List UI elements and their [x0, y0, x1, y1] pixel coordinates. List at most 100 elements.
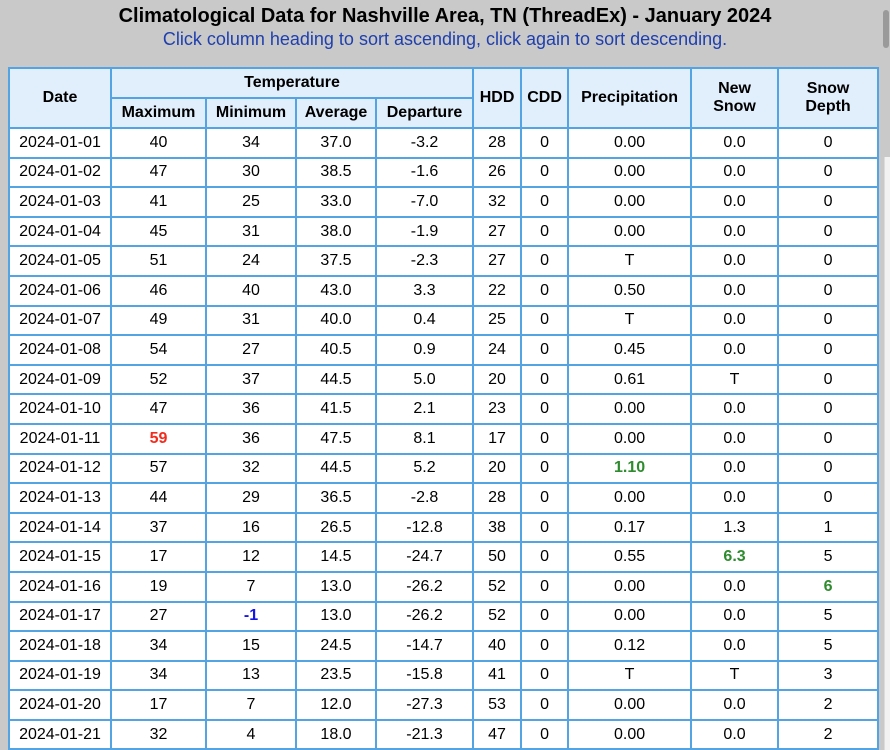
- value-cell: 0.0: [690, 630, 780, 662]
- table-row: 2024-01-04 45 31 38.0 -1.9 27 0 0.00 0.0 0: [8, 215, 880, 248]
- date-cell: 2024-01-15: [8, 541, 112, 573]
- table-row: 2024-01-21 32 4 18.0 -21.3 47 0 0.00 0.0 2: [8, 718, 880, 750]
- table-row: 2024-01-05 51 24 37.5 -2.3 27 0 T 0.0 0: [8, 245, 880, 277]
- value-cell: 6.3: [690, 541, 780, 573]
- value-cell: 0: [777, 334, 880, 366]
- value-cell: 0.00: [567, 482, 693, 514]
- value-cell: 0.4: [374, 304, 475, 337]
- value-cell: 52: [110, 363, 207, 396]
- value-cell: 0: [777, 452, 880, 485]
- value-cell: 20: [472, 363, 523, 396]
- value-cell: 44.5: [295, 452, 377, 485]
- value-cell: 0.0: [690, 274, 780, 307]
- value-cell: 0.61: [567, 363, 693, 396]
- value-cell: 0.0: [690, 570, 780, 603]
- value-cell: -2.8: [374, 482, 475, 514]
- value-cell: 0.12: [567, 630, 693, 662]
- value-cell: 34: [110, 659, 207, 692]
- table-row: 2024-01-10 47 36 41.5 2.1 23 0 0.00 0.0 0: [8, 393, 880, 425]
- value-cell: 27: [110, 600, 207, 633]
- value-cell: 0: [520, 718, 570, 750]
- value-cell: 0: [520, 156, 570, 189]
- value-cell: 6: [777, 570, 880, 603]
- column-header-departure[interactable]: Departure: [374, 97, 475, 129]
- column-header-average[interactable]: Average: [295, 97, 377, 129]
- value-cell: 0: [520, 511, 570, 544]
- date-cell: 2024-01-11: [8, 422, 112, 455]
- value-cell: 25: [205, 186, 297, 218]
- value-cell: 37: [205, 363, 297, 396]
- value-cell: 0: [520, 689, 570, 721]
- value-cell: 0: [777, 304, 880, 337]
- value-cell: 13.0: [295, 570, 377, 603]
- value-cell: 0.00: [567, 393, 693, 425]
- value-cell: 0: [520, 422, 570, 455]
- value-cell: 36: [205, 422, 297, 455]
- value-cell: -1: [205, 600, 297, 633]
- value-cell: 2.1: [374, 393, 475, 425]
- table-row: 2024-01-20 17 7 12.0 -27.3 53 0 0.00 0.0 2: [8, 689, 880, 721]
- value-cell: 38: [472, 511, 523, 544]
- value-cell: 0.55: [567, 541, 693, 573]
- value-cell: 0.0: [690, 452, 780, 485]
- value-cell: 0.0: [690, 186, 780, 218]
- value-cell: 52: [472, 570, 523, 603]
- column-header-maximum[interactable]: Maximum: [110, 97, 207, 129]
- value-cell: 27: [472, 215, 523, 248]
- value-cell: 28: [472, 482, 523, 514]
- date-cell: 2024-01-13: [8, 482, 112, 514]
- value-cell: 26.5: [295, 511, 377, 544]
- column-header-precipitation[interactable]: Precipitation: [567, 67, 693, 129]
- date-cell: 2024-01-01: [8, 127, 112, 159]
- value-cell: 0: [520, 659, 570, 692]
- value-cell: 0: [520, 334, 570, 366]
- value-cell: 51: [110, 245, 207, 277]
- value-cell: 34: [205, 127, 297, 159]
- value-cell: T: [690, 659, 780, 692]
- value-cell: -21.3: [374, 718, 475, 750]
- value-cell: 0.00: [567, 156, 693, 189]
- value-cell: 33.0: [295, 186, 377, 218]
- value-cell: 0.0: [690, 718, 780, 750]
- value-cell: 0: [520, 363, 570, 396]
- scrollbar-thumb[interactable]: [883, 10, 889, 48]
- value-cell: 13: [205, 659, 297, 692]
- value-cell: 1.3: [690, 511, 780, 544]
- value-cell: 0.45: [567, 334, 693, 366]
- value-cell: T: [567, 304, 693, 337]
- value-cell: 0: [520, 274, 570, 307]
- table-row: 2024-01-12 57 32 44.5 5.2 20 0 1.10 0.0 0: [8, 452, 880, 485]
- date-cell: 2024-01-18: [8, 630, 112, 662]
- value-cell: 47: [472, 718, 523, 750]
- value-cell: 0: [777, 245, 880, 277]
- value-cell: 24.5: [295, 630, 377, 662]
- value-cell: -27.3: [374, 689, 475, 721]
- value-cell: 44: [110, 482, 207, 514]
- value-cell: 40: [205, 274, 297, 307]
- column-header-new-snow[interactable]: New Snow: [690, 67, 780, 129]
- window-edge-strip: [884, 157, 890, 750]
- value-cell: 37.0: [295, 127, 377, 159]
- value-cell: 49: [110, 304, 207, 337]
- value-cell: 20: [472, 452, 523, 485]
- value-cell: 28: [472, 127, 523, 159]
- table-row: 2024-01-07 49 31 40.0 0.4 25 0 T 0.0 0: [8, 304, 880, 337]
- value-cell: 0: [777, 127, 880, 159]
- sort-instructions: Click column heading to sort ascending, …: [162, 29, 728, 49]
- climate-data-table: Date Temperature HDD CDD Precipitation N…: [8, 67, 880, 750]
- value-cell: 0: [777, 186, 880, 218]
- value-cell: 44.5: [295, 363, 377, 396]
- date-cell: 2024-01-06: [8, 274, 112, 307]
- column-header-minimum[interactable]: Minimum: [205, 97, 297, 129]
- value-cell: 19: [110, 570, 207, 603]
- column-header-hdd[interactable]: HDD: [472, 67, 523, 129]
- value-cell: 47: [110, 393, 207, 425]
- value-cell: 0.00: [567, 689, 693, 721]
- table-row: 2024-01-15 17 12 14.5 -24.7 50 0 0.55 6.3 5: [8, 541, 880, 573]
- date-cell: 2024-01-12: [8, 452, 112, 485]
- column-header-snow-depth[interactable]: Snow Depth: [777, 67, 880, 129]
- value-cell: 0: [777, 274, 880, 307]
- column-header-date[interactable]: Date: [8, 67, 112, 129]
- column-header-cdd[interactable]: CDD: [520, 67, 570, 129]
- value-cell: 2: [777, 718, 880, 750]
